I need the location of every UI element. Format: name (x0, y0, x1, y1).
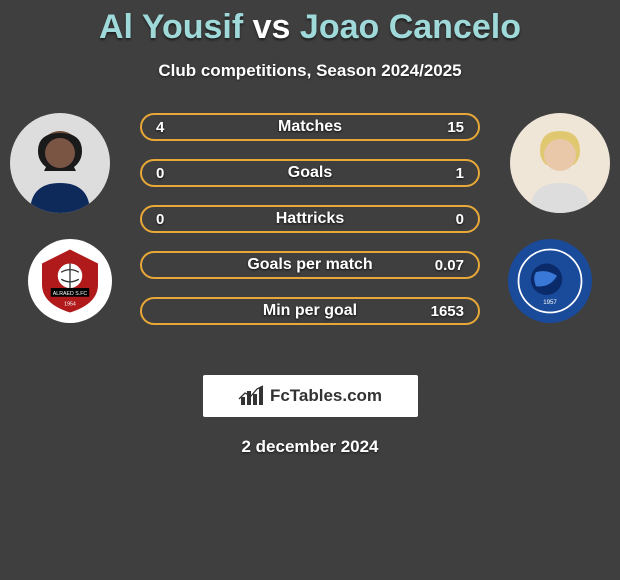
player2-avatar (510, 113, 610, 213)
stat-right-value: 0.07 (435, 257, 464, 274)
stat-label: Goals per match (142, 256, 478, 274)
title-player1: Al Yousif (99, 8, 243, 46)
title-player2: Joao Cancelo (300, 8, 521, 46)
stat-right-value: 1653 (431, 303, 464, 320)
stat-right-value: 1 (456, 165, 464, 182)
branding-badge: FcTables.com (203, 375, 418, 417)
stat-row: 4 Matches 15 (140, 113, 480, 141)
bar-chart-icon (238, 385, 264, 407)
subtitle: Club competitions, Season 2024/2025 (0, 61, 620, 81)
svg-text:1957: 1957 (543, 299, 557, 306)
stat-row: 0 Hattricks 0 (140, 205, 480, 233)
page-title: Al Yousif vs Joao Cancelo (0, 0, 620, 47)
svg-text:ALRAED S.FC: ALRAED S.FC (53, 291, 88, 297)
player1-avatar (10, 113, 110, 213)
player2-club-logo: 1957 (508, 239, 592, 323)
person-icon (520, 123, 600, 213)
stat-bars: 4 Matches 15 0 Goals 1 0 Hattricks 0 Goa… (140, 113, 480, 325)
title-vs: vs (253, 8, 291, 46)
stat-row: 0 Goals 1 (140, 159, 480, 187)
stat-row: Min per goal 1653 (140, 297, 480, 325)
stat-row: Goals per match 0.07 (140, 251, 480, 279)
stat-right-value: 15 (447, 119, 464, 136)
stat-label: Min per goal (142, 302, 478, 320)
svg-text:1954: 1954 (64, 302, 76, 308)
stat-right-value: 0 (456, 211, 464, 228)
stat-label: Hattricks (142, 210, 478, 228)
club-badge-icon: 1957 (515, 246, 585, 316)
person-icon (20, 123, 100, 213)
comparison-panel: ALRAED S.FC 1954 1957 4 Matches 15 0 Goa… (0, 113, 620, 363)
player1-club-logo: ALRAED S.FC 1954 (28, 239, 112, 323)
branding-text: FcTables.com (270, 386, 382, 406)
club-badge-icon: ALRAED S.FC 1954 (35, 246, 105, 316)
stat-label: Goals (142, 164, 478, 182)
date-text: 2 december 2024 (0, 437, 620, 457)
stat-label: Matches (142, 118, 478, 136)
